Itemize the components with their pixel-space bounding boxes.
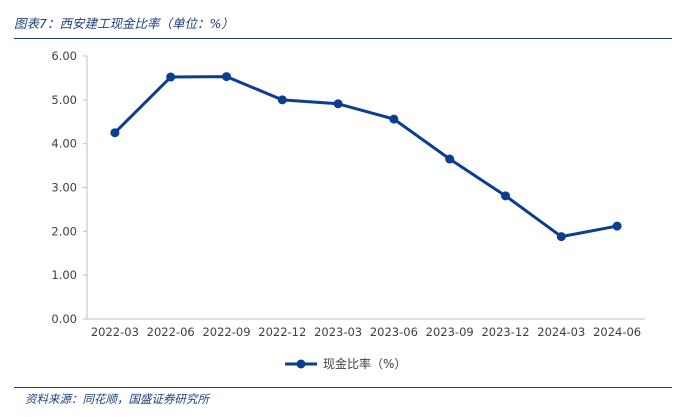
x-axis: 2022-03 2022-06 2022-09 2022-12 2023-03 2023-…: [87, 318, 645, 339]
data-point: [612, 221, 622, 231]
y-tick-label: 1.00: [51, 268, 77, 282]
data-point: [389, 114, 399, 124]
figure-title: 图表7：西安建工现金比率（单位：%）: [14, 16, 234, 31]
data-point: [222, 72, 231, 82]
y-tick-label: 0.00: [51, 312, 77, 326]
series-line: [113, 75, 619, 239]
x-tick-label: 2023-09: [426, 325, 474, 339]
data-point: [445, 154, 455, 164]
y-tick-label: 6.00: [51, 49, 77, 63]
y-tick-label: 4.00: [51, 137, 77, 151]
source-note: 资料来源：同花顺，国盛证券研究所: [25, 392, 209, 406]
x-tick-label: 2023-06: [370, 325, 418, 339]
source-rule: [14, 387, 672, 388]
x-tick-label: 2024-03: [537, 325, 585, 339]
data-point: [277, 95, 287, 105]
x-tick-label: 2022-12: [258, 325, 306, 339]
x-tick-label: 2022-09: [202, 325, 250, 339]
data-point: [333, 99, 343, 109]
series-group: [110, 72, 622, 242]
x-tick-label: 2022-03: [91, 325, 139, 339]
data-point: [556, 232, 566, 242]
x-tick-label: 2023-12: [481, 325, 529, 339]
x-tick-label: 2023-03: [314, 325, 362, 339]
data-point: [166, 72, 176, 82]
legend-label: 现金比率（%）: [323, 356, 406, 371]
y-tick-label: 5.00: [51, 93, 77, 107]
y-axis: 0.00 1.00 2.00 3.00 4.00 5.00 6.00: [51, 49, 88, 326]
x-tick-label: 2024-06: [593, 325, 641, 339]
data-point: [110, 128, 120, 138]
y-tick-label: 3.00: [51, 181, 77, 195]
title-rule: [14, 38, 672, 39]
data-point: [501, 191, 510, 201]
legend: 现金比率（%）: [285, 356, 406, 371]
line-chart: 0.001.002.003.004.005.006.00 2022-03 2022…: [51, 49, 645, 371]
y-tick-label: 2.00: [51, 224, 77, 238]
x-tick-label: 2022-06: [147, 325, 195, 339]
legend-marker: [296, 359, 306, 369]
